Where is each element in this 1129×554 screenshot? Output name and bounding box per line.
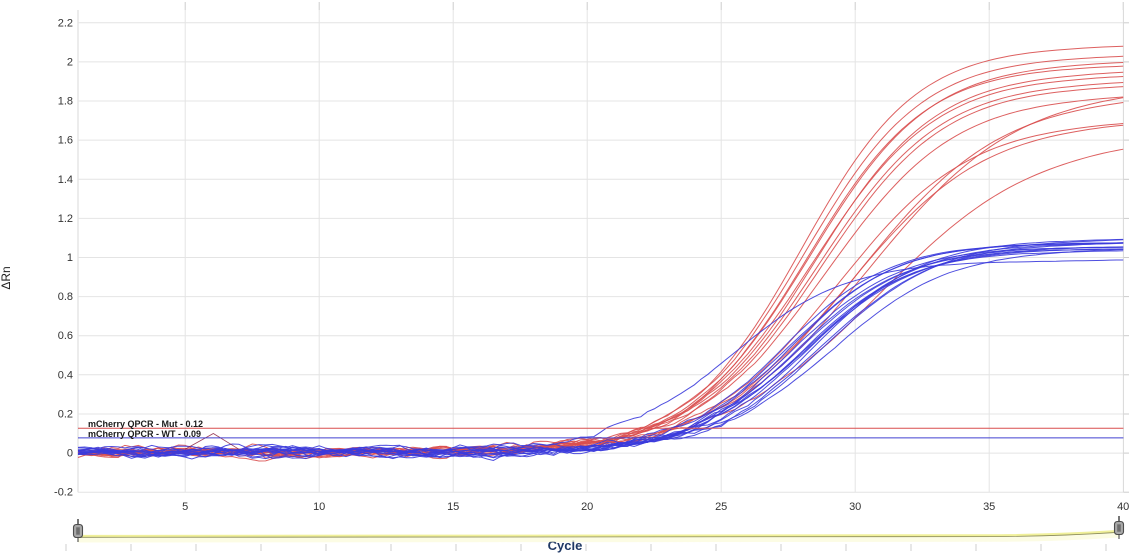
svg-text:0.8: 0.8 — [58, 291, 73, 303]
svg-text:ΔRn: ΔRn — [0, 266, 13, 289]
svg-text:35: 35 — [983, 501, 995, 513]
svg-text:10: 10 — [313, 501, 325, 513]
svg-text:1.8: 1.8 — [58, 96, 73, 108]
svg-text:20: 20 — [581, 501, 593, 513]
svg-text:0.2: 0.2 — [58, 409, 73, 421]
svg-text:25: 25 — [715, 501, 727, 513]
svg-text:30: 30 — [849, 501, 861, 513]
svg-text:15: 15 — [447, 501, 459, 513]
svg-text:mCherry QPCR - WT - 0.09: mCherry QPCR - WT - 0.09 — [88, 429, 201, 439]
svg-text:0.6: 0.6 — [58, 330, 73, 342]
svg-text:0: 0 — [67, 448, 73, 460]
svg-text:40: 40 — [1117, 501, 1129, 513]
svg-text:1.2: 1.2 — [58, 213, 73, 225]
svg-text:2.2: 2.2 — [58, 17, 73, 29]
svg-text:-0.2: -0.2 — [54, 487, 73, 499]
svg-text:2: 2 — [67, 56, 73, 68]
svg-text:0.4: 0.4 — [58, 369, 73, 381]
svg-text:mCherry QPCR - Mut - 0.12: mCherry QPCR - Mut - 0.12 — [88, 419, 203, 429]
svg-text:1.6: 1.6 — [58, 135, 73, 147]
svg-text:1: 1 — [67, 252, 73, 264]
svg-text:5: 5 — [182, 501, 188, 513]
svg-text:1.4: 1.4 — [58, 174, 73, 186]
